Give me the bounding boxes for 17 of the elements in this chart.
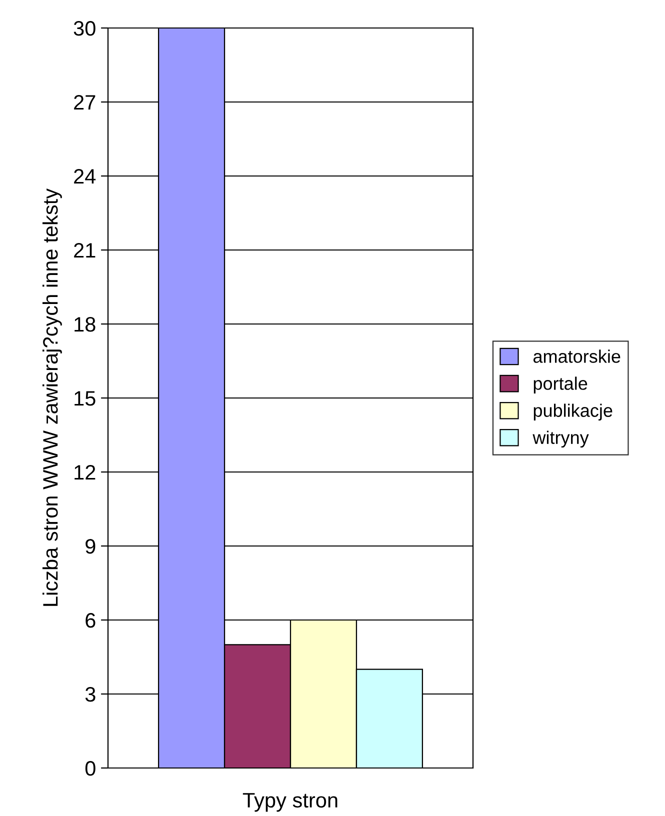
y-tick-label: 12 [74,465,96,480]
y-tick-label: 15 [74,391,96,406]
legend-label: portale [534,376,588,394]
y-tick-label: 21 [74,243,96,258]
y-tick-label: 0 [85,761,96,776]
y-tick-label: 30 [74,21,96,36]
y-tick-label: 9 [86,539,96,554]
y-tick-label: 6 [86,613,96,628]
y-axis-title: Liczba stron WWW zawieraj?cych inne teksty [42,188,62,606]
y-tick-label: 27 [74,95,96,110]
legend-label: witryny [532,430,589,448]
x-axis-title: Typy stron [242,793,338,812]
y-tick-label: 24 [74,169,96,184]
legend-label: amatorskie [533,350,620,363]
y-tick-label: 18 [74,317,96,332]
y-tick-label: 3 [85,687,96,702]
legend-label: publikacje [534,404,612,421]
